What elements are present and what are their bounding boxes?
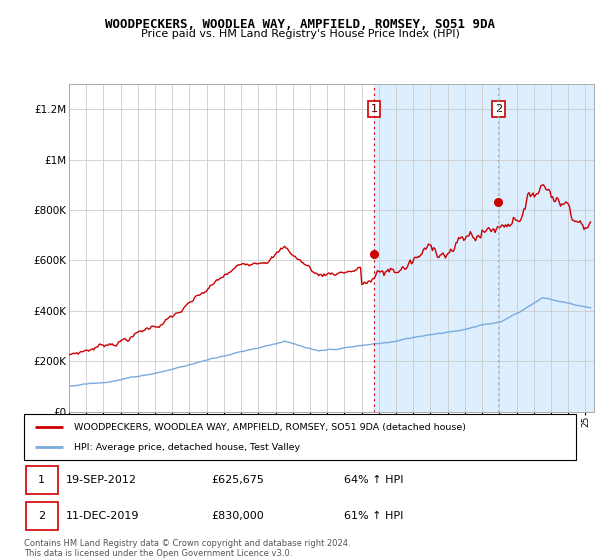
Text: £830,000: £830,000 — [212, 511, 265, 521]
Text: 2: 2 — [495, 104, 502, 114]
Text: £625,675: £625,675 — [212, 475, 265, 486]
Text: WOODPECKERS, WOODLEA WAY, AMPFIELD, ROMSEY, SO51 9DA (detached house): WOODPECKERS, WOODLEA WAY, AMPFIELD, ROMS… — [74, 423, 466, 432]
Text: Price paid vs. HM Land Registry's House Price Index (HPI): Price paid vs. HM Land Registry's House … — [140, 29, 460, 39]
Text: WOODPECKERS, WOODLEA WAY, AMPFIELD, ROMSEY, SO51 9DA: WOODPECKERS, WOODLEA WAY, AMPFIELD, ROMS… — [105, 18, 495, 31]
Text: 1: 1 — [38, 475, 45, 486]
Text: Contains HM Land Registry data © Crown copyright and database right 2024.
This d: Contains HM Land Registry data © Crown c… — [24, 539, 350, 558]
Text: 61% ↑ HPI: 61% ↑ HPI — [344, 511, 404, 521]
Text: 2: 2 — [38, 511, 45, 521]
FancyBboxPatch shape — [26, 466, 58, 494]
FancyBboxPatch shape — [26, 502, 58, 530]
Text: HPI: Average price, detached house, Test Valley: HPI: Average price, detached house, Test… — [74, 443, 300, 452]
Text: 19-SEP-2012: 19-SEP-2012 — [65, 475, 136, 486]
Bar — [374, 84, 594, 412]
Text: 1: 1 — [371, 104, 377, 114]
Text: 64% ↑ HPI: 64% ↑ HPI — [344, 475, 404, 486]
Text: 11-DEC-2019: 11-DEC-2019 — [65, 511, 139, 521]
